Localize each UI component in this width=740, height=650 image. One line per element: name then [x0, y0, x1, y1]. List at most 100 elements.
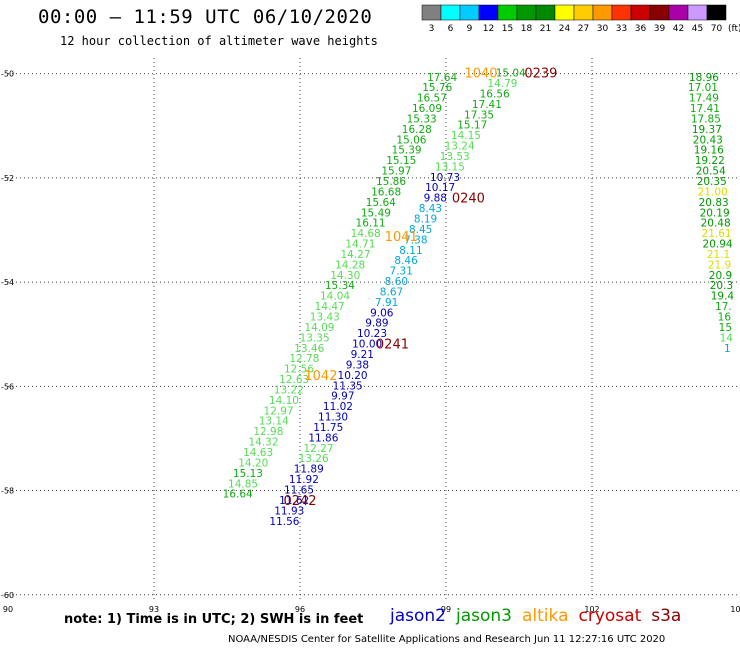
swh-point: 15.17	[457, 120, 487, 132]
x-tick-label: 93	[149, 605, 159, 614]
swh-point: 12.56	[284, 364, 314, 376]
swh-point: 16.57	[417, 93, 447, 105]
swh-point: 14.68	[351, 228, 381, 240]
swh-point: 14.30	[330, 270, 360, 282]
swh-point: 13.22	[274, 384, 304, 396]
swh-point: 10.17	[425, 182, 455, 194]
swh-point: 15.64	[366, 197, 396, 209]
y-tick-label: -54	[1, 278, 14, 287]
y-tick-label: -50	[1, 70, 14, 79]
x-tick-label: 102	[584, 605, 599, 614]
swh-point: 9.88	[424, 193, 447, 205]
colorbar-swatch	[611, 4, 632, 21]
swh-point: 21.00	[698, 186, 728, 198]
swh-point: 13.26	[299, 453, 329, 465]
swh-point: 16.09	[412, 103, 442, 115]
colorbar-swatch	[440, 4, 461, 21]
swh-point: 8.67	[380, 286, 403, 298]
swh-point: 19.16	[694, 145, 724, 157]
swh-point: 8.43	[419, 203, 442, 215]
swh-point: 14	[720, 332, 734, 344]
swh-point: 10.23	[357, 328, 387, 340]
swh-point: 17.64	[427, 72, 457, 84]
swh-point: 9.06	[370, 307, 394, 319]
swh-point: 17.	[715, 301, 732, 313]
colorbar-label: 24	[559, 24, 571, 34]
swh-point: 20.9	[709, 270, 732, 282]
satellite-legend-s3a: s3a	[651, 606, 682, 626]
time-label: 1041	[385, 230, 418, 245]
swh-point: 14.27	[340, 249, 370, 261]
satellite-legend: jason2 jason3 altika cryosat s3a	[390, 606, 691, 626]
swh-point: 11.30	[318, 412, 348, 424]
swh-point: 9.38	[346, 359, 369, 371]
swh-point: 11.65	[284, 485, 314, 497]
time-label: 1042	[304, 369, 337, 384]
swh-point: 8.19	[414, 214, 437, 226]
swh-point: 16.56	[480, 88, 510, 100]
swh-point: 20.3	[710, 280, 733, 292]
swh-point: 19.4	[711, 291, 735, 303]
swh-point: 16.64	[223, 489, 253, 501]
swh-point: 11.86	[308, 432, 338, 444]
colorbar-swatch	[706, 4, 727, 21]
satellite-legend-cryosat: cryosat	[578, 606, 642, 626]
swh-point: 8.60	[385, 276, 408, 288]
swh-point: 17.49	[689, 93, 719, 105]
colorbar-label: 9	[467, 24, 473, 34]
colorbar-swatch	[687, 4, 708, 21]
swh-point: 15	[719, 322, 732, 334]
time-label: 0241	[376, 338, 409, 353]
swh-point: 20.43	[693, 134, 723, 146]
swh-point: 12.27	[303, 443, 333, 455]
colorbar-label: 15	[502, 24, 513, 34]
swh-point: 15.15	[386, 155, 416, 167]
colorbar-label: 33	[616, 24, 627, 34]
swh-point: 21.61	[702, 228, 732, 240]
swh-point: 11.35	[333, 380, 363, 392]
swh-point: 15.06	[396, 134, 426, 146]
swh-point: 20.19	[700, 207, 730, 219]
colorbar-swatch	[630, 4, 651, 21]
x-tick-label: 99	[441, 605, 451, 614]
swh-point: 11.92	[289, 474, 319, 486]
time-label: 0242	[283, 494, 316, 509]
swh-point: 9.97	[331, 391, 354, 403]
x-tick-label: 105	[730, 605, 740, 614]
credit-line: NOAA/NESDIS Center for Satellite Applica…	[228, 634, 666, 645]
swh-point: 21.1	[707, 249, 730, 261]
axis-ticks: 90 93 96 99 102 105 -50 -52 -54 -56 -58 -60	[1, 70, 740, 614]
colorbar-swatch	[573, 4, 594, 21]
swh-point: 13.46	[294, 343, 324, 355]
swh-point: 16.28	[402, 124, 432, 136]
swh-point: 11.75	[313, 422, 343, 434]
swh-point: 11.93	[274, 505, 304, 517]
colorbar-swatch	[668, 4, 689, 21]
colorbar-label: 70	[711, 24, 723, 34]
swh-point: 13.53	[440, 151, 470, 163]
swh-point: 12.97	[264, 405, 294, 417]
time-label: 0239	[524, 67, 557, 82]
colorbar-label: 30	[597, 24, 609, 34]
swh-point: 14.28	[335, 259, 365, 271]
swh-point: 17.35	[464, 109, 494, 121]
swh-point: 16	[718, 311, 732, 323]
swh-point: 17.41	[690, 103, 720, 115]
swh-point: 19.22	[695, 155, 725, 167]
swh-point: 14.71	[345, 239, 375, 251]
swh-point: 8.45	[409, 224, 432, 236]
swh-point: 8.46	[394, 255, 418, 267]
time-labels: 1040 0239 0240 1041 0241 1042 0242	[283, 67, 557, 509]
swh-point: 7.31	[390, 266, 413, 278]
swh-point: 20.54	[696, 166, 726, 178]
chart-title: 00:00 – 11:59 UTC 06/10/2020	[38, 6, 373, 28]
swh-point: 14.32	[248, 437, 278, 449]
colorbar-label: 36	[635, 24, 647, 34]
chart-subtitle: 12 hour collection of altimeter wave hei…	[60, 34, 378, 48]
swh-point: 11.89	[294, 464, 324, 476]
swh-point: 15.49	[361, 207, 391, 219]
colorbar-swatch	[535, 4, 556, 21]
y-tick-label: -56	[1, 382, 14, 391]
swh-point: 14.79	[487, 78, 517, 90]
colorbar-label: 39	[654, 24, 666, 34]
